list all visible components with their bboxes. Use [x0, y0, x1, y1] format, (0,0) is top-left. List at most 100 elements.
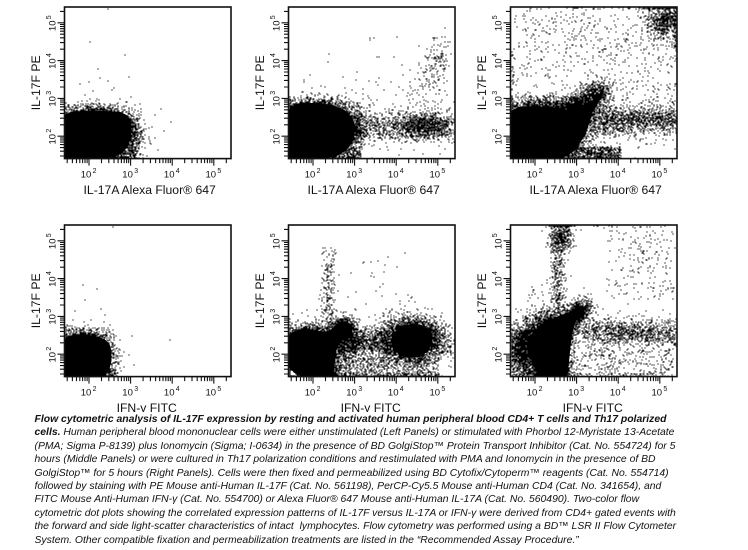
- svg-text:10: 10: [305, 387, 316, 398]
- svg-text:5: 5: [217, 386, 221, 393]
- svg-text:10: 10: [272, 239, 283, 250]
- svg-text:5: 5: [46, 233, 53, 237]
- svg-text:10: 10: [272, 134, 283, 145]
- svg-text:4: 4: [400, 168, 404, 175]
- svg-text:3: 3: [134, 168, 138, 175]
- svg-text:5: 5: [270, 233, 277, 237]
- svg-text:10: 10: [122, 387, 133, 398]
- svg-text:10: 10: [494, 21, 505, 32]
- svg-text:2: 2: [317, 168, 321, 175]
- svg-text:2: 2: [539, 168, 543, 175]
- svg-text:IFN-γ FITC: IFN-γ FITC: [341, 401, 401, 412]
- svg-text:10: 10: [494, 58, 505, 69]
- svg-text:4: 4: [622, 168, 626, 175]
- svg-text:5: 5: [492, 15, 499, 19]
- svg-text:IL-17F PE: IL-17F PE: [29, 55, 43, 110]
- svg-text:10: 10: [388, 387, 399, 398]
- svg-text:10: 10: [272, 96, 283, 107]
- svg-text:4: 4: [400, 386, 404, 393]
- svg-text:10: 10: [81, 169, 92, 180]
- svg-text:3: 3: [270, 91, 277, 95]
- svg-text:2: 2: [46, 129, 53, 133]
- svg-text:10: 10: [494, 314, 505, 325]
- svg-text:5: 5: [217, 168, 221, 175]
- svg-text:4: 4: [492, 53, 499, 57]
- svg-text:3: 3: [492, 309, 499, 313]
- svg-text:3: 3: [358, 168, 362, 175]
- svg-text:10: 10: [272, 314, 283, 325]
- svg-text:3: 3: [270, 309, 277, 313]
- svg-text:2: 2: [492, 129, 499, 133]
- svg-text:IL-17A Alexa Fluor® 647: IL-17A Alexa Fluor® 647: [308, 183, 441, 197]
- svg-text:10: 10: [81, 387, 92, 398]
- svg-text:10: 10: [272, 58, 283, 69]
- svg-text:4: 4: [46, 271, 53, 275]
- svg-text:IL-17F PE: IL-17F PE: [253, 273, 267, 328]
- svg-text:5: 5: [46, 15, 53, 19]
- svg-text:10: 10: [206, 169, 217, 180]
- svg-text:10: 10: [48, 58, 59, 69]
- svg-text:5: 5: [663, 168, 667, 175]
- svg-text:10: 10: [568, 387, 579, 398]
- svg-text:10: 10: [430, 169, 441, 180]
- svg-text:4: 4: [176, 386, 180, 393]
- svg-text:3: 3: [134, 386, 138, 393]
- svg-text:10: 10: [48, 239, 59, 250]
- svg-text:10: 10: [346, 387, 357, 398]
- svg-text:3: 3: [46, 91, 53, 95]
- svg-text:10: 10: [122, 169, 133, 180]
- svg-text:10: 10: [272, 352, 283, 363]
- svg-text:10: 10: [494, 352, 505, 363]
- svg-text:2: 2: [46, 347, 53, 351]
- svg-text:10: 10: [494, 276, 505, 287]
- svg-text:IFN-γ FITC: IFN-γ FITC: [563, 401, 623, 412]
- svg-text:4: 4: [622, 386, 626, 393]
- svg-text:5: 5: [492, 233, 499, 237]
- svg-text:10: 10: [48, 276, 59, 287]
- svg-text:10: 10: [48, 314, 59, 325]
- svg-text:5: 5: [441, 386, 445, 393]
- svg-text:3: 3: [580, 168, 584, 175]
- svg-text:10: 10: [652, 169, 663, 180]
- svg-text:10: 10: [48, 352, 59, 363]
- svg-text:10: 10: [568, 169, 579, 180]
- svg-text:5: 5: [663, 386, 667, 393]
- svg-text:2: 2: [492, 347, 499, 351]
- svg-text:2: 2: [539, 386, 543, 393]
- svg-text:10: 10: [430, 387, 441, 398]
- svg-text:2: 2: [270, 347, 277, 351]
- svg-text:5: 5: [270, 15, 277, 19]
- svg-text:10: 10: [610, 169, 621, 180]
- svg-text:10: 10: [346, 169, 357, 180]
- svg-text:10: 10: [652, 387, 663, 398]
- svg-text:10: 10: [164, 387, 175, 398]
- svg-text:3: 3: [46, 309, 53, 313]
- svg-text:10: 10: [494, 239, 505, 250]
- svg-text:10: 10: [527, 169, 538, 180]
- svg-text:2: 2: [93, 386, 97, 393]
- svg-text:10: 10: [494, 96, 505, 107]
- svg-text:10: 10: [305, 169, 316, 180]
- svg-text:5: 5: [441, 168, 445, 175]
- svg-text:IL-17F PE: IL-17F PE: [475, 273, 489, 328]
- svg-text:10: 10: [48, 21, 59, 32]
- svg-text:10: 10: [272, 21, 283, 32]
- svg-text:4: 4: [270, 53, 277, 57]
- svg-text:IL-17A Alexa Fluor® 647: IL-17A Alexa Fluor® 647: [84, 183, 217, 197]
- svg-text:10: 10: [388, 169, 399, 180]
- svg-text:4: 4: [176, 168, 180, 175]
- svg-text:IFN-γ FITC: IFN-γ FITC: [117, 401, 177, 412]
- svg-text:10: 10: [610, 387, 621, 398]
- svg-text:10: 10: [527, 387, 538, 398]
- svg-text:10: 10: [272, 276, 283, 287]
- svg-text:3: 3: [492, 91, 499, 95]
- svg-text:IL-17F PE: IL-17F PE: [253, 55, 267, 110]
- svg-text:2: 2: [93, 168, 97, 175]
- svg-text:4: 4: [492, 271, 499, 275]
- svg-text:10: 10: [494, 134, 505, 145]
- svg-text:10: 10: [206, 387, 217, 398]
- svg-text:2: 2: [317, 386, 321, 393]
- svg-text:10: 10: [48, 96, 59, 107]
- svg-text:4: 4: [46, 53, 53, 57]
- svg-text:10: 10: [48, 134, 59, 145]
